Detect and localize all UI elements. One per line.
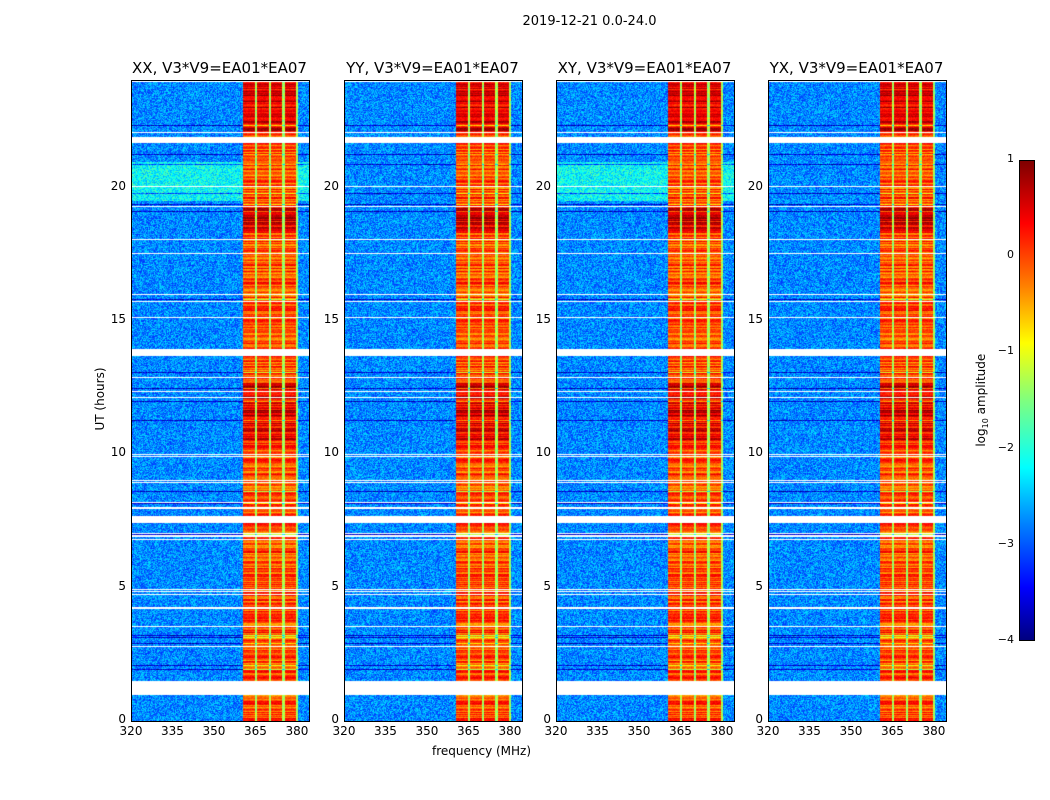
x-tick-label: 365: [881, 724, 904, 738]
y-axis-label: UT (hours): [93, 367, 107, 431]
y-tick-label: 0: [118, 712, 126, 726]
x-tick-label: 350: [627, 724, 651, 738]
y-tick-label: 10: [747, 445, 763, 460]
x-tick-label: 335: [374, 724, 397, 738]
y-tick-label: 15: [323, 312, 339, 326]
y-tick-label: 10: [323, 445, 339, 460]
y-tick-label: 20: [323, 178, 339, 193]
y-tick-label: 10: [110, 445, 126, 460]
y-tick-label: 0: [755, 712, 763, 726]
y-tick-label: 5: [118, 578, 126, 593]
x-tick-label: 350: [202, 724, 226, 738]
x-tick-label: 335: [798, 724, 821, 738]
colorbar-label: log10 amplitude: [973, 353, 991, 447]
y-tick-label: 5: [543, 578, 551, 593]
colorbar: [1019, 160, 1035, 641]
colorbar-tick-label: −1: [997, 344, 1014, 358]
x-tick-label: 320: [544, 724, 568, 738]
heatmap-panel: [556, 80, 735, 722]
x-tick-label: 350: [415, 724, 439, 738]
x-tick-label: 365: [669, 724, 692, 738]
x-tick-label: 350: [839, 724, 863, 738]
y-tick-label: 5: [755, 578, 763, 593]
y-tick-label: 0: [543, 712, 551, 726]
x-tick-label: 380: [922, 724, 946, 738]
heatmap-panel: [768, 80, 947, 722]
x-tick-label: 320: [332, 724, 356, 738]
x-tick-label: 380: [285, 724, 309, 738]
panel-title: YY, V3*V9=EA01*EA07: [346, 59, 519, 77]
x-tick-label: 380: [710, 724, 734, 738]
y-tick-label: 5: [331, 578, 339, 593]
y-tick-label: 0: [331, 712, 339, 726]
colorbar-tick-label: −2: [997, 440, 1014, 454]
x-tick-label: 365: [244, 724, 267, 738]
x-tick-label: 320: [119, 724, 143, 738]
y-tick-label: 10: [535, 445, 551, 460]
colorbar-tick-label: 0: [1007, 248, 1014, 262]
heatmap-panel: [131, 80, 310, 722]
x-tick-label: 365: [457, 724, 480, 738]
y-tick-label: 15: [535, 312, 551, 326]
y-tick-label: 15: [110, 312, 126, 326]
colorbar-tick-label: −3: [997, 536, 1014, 550]
x-tick-label: 335: [586, 724, 609, 738]
y-tick-label: 20: [535, 178, 551, 193]
x-tick-label: 380: [498, 724, 522, 738]
colorbar-tick-label: −4: [997, 633, 1014, 646]
x-tick-label: 335: [161, 724, 184, 738]
x-tick-label: 320: [756, 724, 780, 738]
colorbar-tick-label: 1: [1007, 152, 1014, 165]
heatmap-panel: [344, 80, 523, 722]
y-tick-label: 15: [747, 312, 763, 326]
x-axis-label: frequency (MHz): [432, 744, 532, 758]
figure-title: 2019-12-21 0.0-24.0: [522, 14, 657, 29]
panel-title: YX, V3*V9=EA01*EA07: [769, 59, 944, 77]
panel-title: XX, V3*V9=EA01*EA07: [132, 59, 307, 77]
y-tick-label: 20: [747, 178, 763, 193]
panel-title: XY, V3*V9=EA01*EA07: [557, 59, 732, 77]
y-tick-label: 20: [110, 178, 126, 193]
